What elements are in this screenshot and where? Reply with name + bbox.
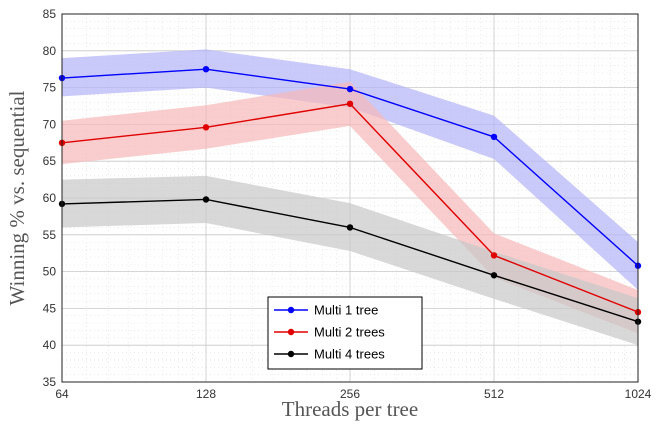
data-point xyxy=(202,124,210,131)
data-point xyxy=(346,100,354,107)
y-tick-label: 60 xyxy=(43,191,57,205)
x-axis-title: Threads per tree xyxy=(282,397,418,421)
legend: Multi 1 tree Multi 2 trees Multi 4 trees xyxy=(267,296,423,370)
data-point xyxy=(346,224,354,231)
data-point xyxy=(490,133,498,141)
y-tick-label: 50 xyxy=(43,265,57,279)
y-tick-label: 85 xyxy=(43,7,57,21)
x-tick-label: 128 xyxy=(196,387,216,401)
data-point xyxy=(490,252,498,259)
plot-frame xyxy=(61,13,639,383)
data-point xyxy=(202,196,210,203)
y-tick-label: 80 xyxy=(43,44,57,58)
legend-label-1: Multi 1 tree xyxy=(314,303,378,318)
data-point xyxy=(346,85,354,93)
legend-label-3: Multi 4 trees xyxy=(314,347,385,362)
legend-marker-3 xyxy=(287,350,295,358)
x-tick-label: 64 xyxy=(55,387,69,401)
y-tick-label: 55 xyxy=(43,228,57,242)
y-tick-label: 45 xyxy=(43,301,57,315)
y-tick-label: 40 xyxy=(43,338,57,352)
x-tick-label: 512 xyxy=(484,387,504,401)
tick-labels: 35 40 45 50 55 60 65 70 75 80 85 64 128 256 512 1024 xyxy=(43,7,652,401)
data-point xyxy=(202,66,210,73)
legend-label-2: Multi 2 trees xyxy=(314,325,385,340)
y-tick-label: 75 xyxy=(43,81,57,95)
y-tick-label: 70 xyxy=(43,117,57,131)
x-tick-label: 1024 xyxy=(625,387,652,401)
y-axis-title: Winning % vs. sequential xyxy=(5,90,29,305)
y-tick-label: 65 xyxy=(43,154,57,168)
x-tick-label: 256 xyxy=(340,387,360,401)
confidence-band-3 xyxy=(62,175,638,346)
data-point xyxy=(490,272,498,279)
confidence-bands xyxy=(62,49,638,346)
series-lines xyxy=(58,66,642,325)
legend-marker-1 xyxy=(287,306,295,314)
y-tick-label: 35 xyxy=(43,375,57,389)
legend-marker-2 xyxy=(287,328,295,336)
